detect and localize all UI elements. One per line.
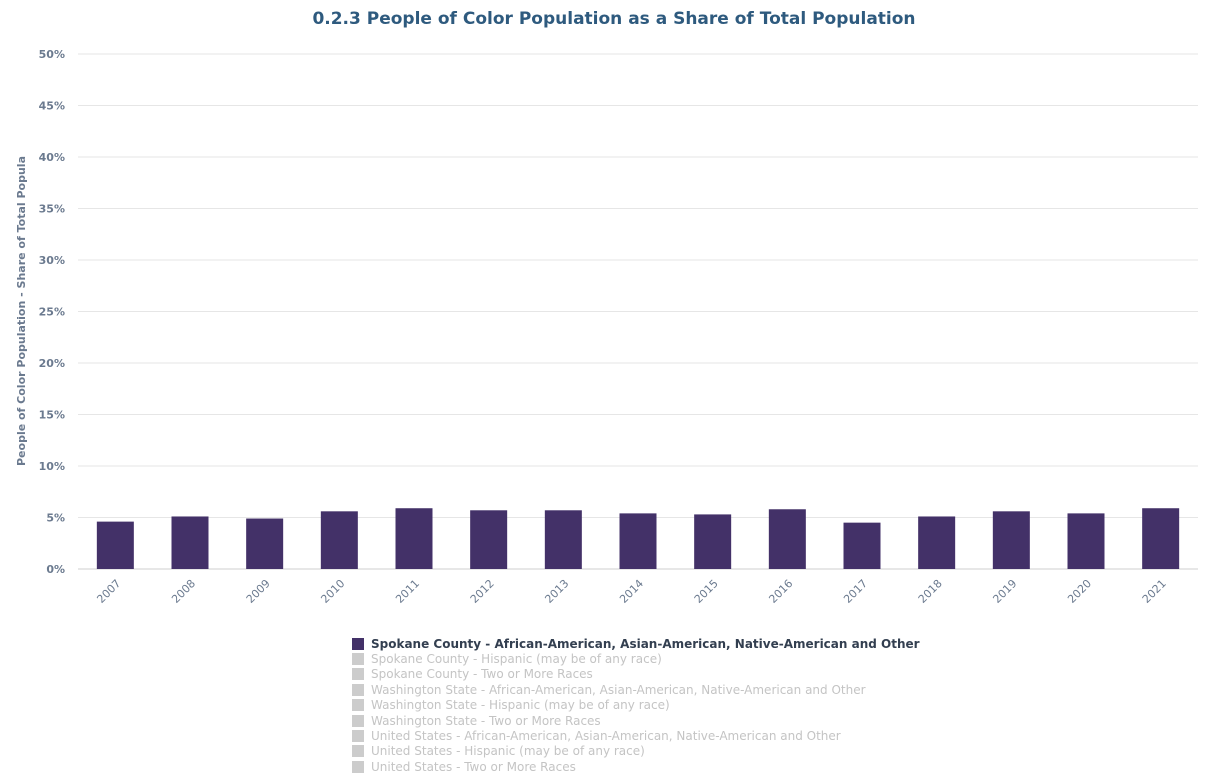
y-axis-ticks: 0% 5% 10% 15% 20% 25% 30% 35% 40% 45% 50%: [39, 48, 65, 576]
legend-label: Washington State - Hispanic (may be of a…: [371, 698, 670, 713]
bar-2009[interactable]: [246, 518, 284, 569]
bar-2020[interactable]: [1067, 513, 1105, 569]
legend: Spokane County - African-American, Asian…: [352, 636, 920, 775]
bar-2017[interactable]: [843, 522, 881, 569]
legend-item[interactable]: Spokane County - Hispanic (may be of any…: [352, 651, 920, 666]
bar-2014[interactable]: [619, 513, 657, 569]
y-axis-label: People of Color Population - Share of To…: [15, 156, 28, 466]
x-tick-label: 2011: [393, 577, 422, 606]
bar-2019[interactable]: [992, 511, 1030, 569]
legend-swatch: [352, 760, 364, 773]
legend-item[interactable]: Spokane County - Two or More Races: [352, 667, 920, 682]
bar-2015[interactable]: [694, 514, 732, 569]
legend-label: United States - African-American, Asian-…: [371, 729, 841, 744]
legend-item[interactable]: United States - African-American, Asian-…: [352, 728, 920, 743]
x-tick-label: 2016: [766, 577, 795, 606]
legend-swatch: [352, 714, 364, 727]
bar-2012[interactable]: [470, 510, 508, 569]
legend-swatch: [352, 699, 364, 712]
y-tick-label: 35%: [39, 203, 65, 216]
y-tick-label: 30%: [39, 254, 65, 267]
bar-2010[interactable]: [320, 511, 358, 569]
legend-swatch: [352, 683, 364, 696]
bar-2016[interactable]: [768, 509, 806, 569]
bar-2007[interactable]: [96, 521, 134, 569]
x-tick-label: 2013: [542, 577, 571, 606]
x-tick-label: 2015: [692, 577, 721, 606]
legend-label: Washington State - African-American, Asi…: [371, 682, 866, 697]
chart-title: 0.2.3 People of Color Population as a Sh…: [312, 9, 915, 29]
legend-label: Washington State - Two or More Races: [371, 713, 601, 728]
y-tick-label: 40%: [39, 151, 65, 164]
x-tick-label: 2007: [94, 577, 123, 606]
legend-swatch: [352, 730, 364, 743]
legend-swatch: [352, 653, 364, 666]
bar-2011[interactable]: [395, 508, 433, 569]
y-tick-label: 50%: [39, 48, 65, 61]
x-tick-label: 2018: [916, 577, 945, 606]
x-tick-label: 2009: [244, 577, 273, 606]
chart-canvas: 0.2.3 People of Color Population as a Sh…: [15, 9, 1198, 606]
legend-item[interactable]: Washington State - Hispanic (may be of a…: [352, 698, 920, 713]
legend-swatch: [352, 637, 364, 650]
x-tick-label: 2019: [990, 577, 1019, 606]
grid-lines: [78, 53, 1198, 570]
legend-item[interactable]: United States - Hispanic (may be of any …: [352, 744, 920, 759]
y-tick-label: 25%: [39, 306, 65, 319]
x-tick-label: 2017: [841, 577, 870, 606]
bar-series: [96, 508, 1180, 569]
legend-label: Spokane County - African-American, Asian…: [371, 636, 920, 651]
legend-label: Spokane County - Two or More Races: [371, 667, 593, 682]
bar-2018[interactable]: [918, 516, 956, 569]
legend-item[interactable]: Spokane County - African-American, Asian…: [352, 636, 920, 651]
x-tick-label: 2012: [468, 577, 497, 606]
legend-item[interactable]: United States - Two or More Races: [352, 759, 920, 774]
x-tick-label: 2010: [318, 577, 347, 606]
legend-label: United States - Two or More Races: [371, 759, 576, 774]
y-tick-label: 20%: [39, 357, 65, 370]
legend-item[interactable]: Washington State - Two or More Races: [352, 713, 920, 728]
bar-2008[interactable]: [171, 516, 209, 569]
x-axis-ticks: 2007 2008 2009 2010 2011 2012 2013 2014 2015 2016…: [94, 577, 1168, 606]
y-tick-label: 5%: [46, 512, 65, 525]
y-tick-label: 45%: [39, 100, 65, 113]
y-tick-label: 10%: [39, 460, 65, 473]
legend-label: United States - Hispanic (may be of any …: [371, 744, 645, 759]
y-tick-label: 0%: [46, 563, 65, 576]
bar-2013[interactable]: [544, 510, 582, 569]
x-tick-label: 2014: [617, 577, 646, 606]
bar-2021[interactable]: [1142, 508, 1180, 569]
y-tick-label: 15%: [39, 409, 65, 422]
x-tick-label: 2008: [169, 577, 198, 606]
legend-swatch: [352, 668, 364, 681]
x-tick-label: 2021: [1140, 577, 1169, 606]
x-tick-label: 2020: [1065, 577, 1094, 606]
legend-item[interactable]: Washington State - African-American, Asi…: [352, 682, 920, 697]
legend-label: Spokane County - Hispanic (may be of any…: [371, 652, 662, 667]
legend-swatch: [352, 745, 364, 758]
